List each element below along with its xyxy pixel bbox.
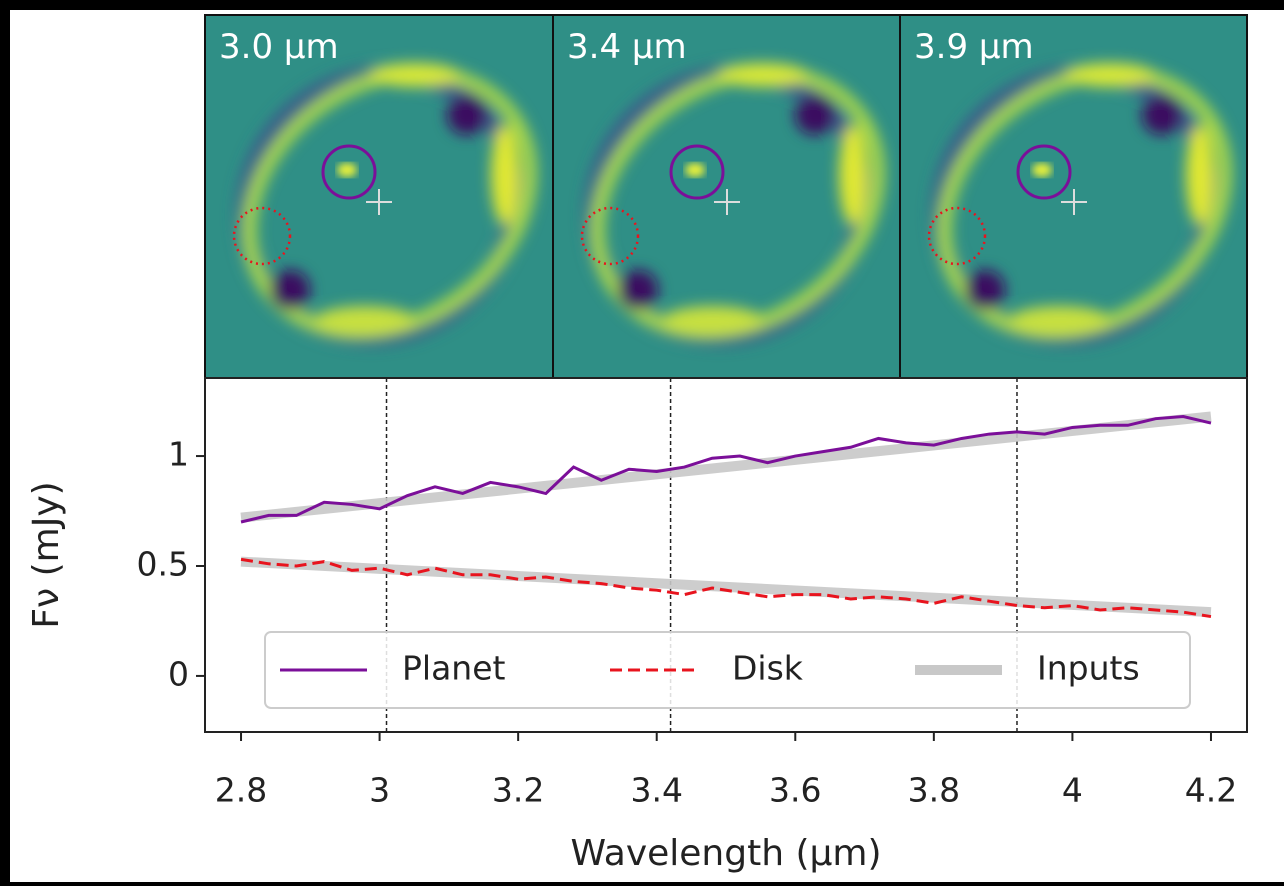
panel-label: 3.9 μm <box>914 27 1034 67</box>
x-tick-label: 3.2 <box>492 771 544 810</box>
panel-label: 3.0 μm <box>219 27 339 67</box>
series-line <box>240 414 1212 524</box>
point-source <box>685 163 705 177</box>
dark-spot <box>618 270 658 310</box>
disk-marker <box>927 206 987 266</box>
dark-spot <box>270 270 310 310</box>
ring-bright <box>1065 63 1155 87</box>
y-tick-label: 1 <box>168 435 189 474</box>
legend-label: Disk <box>732 649 804 688</box>
point-source <box>1032 163 1052 177</box>
ring <box>242 65 537 339</box>
dark-spot <box>447 95 487 135</box>
image-panel: 3.9 μm <box>900 15 1247 378</box>
ring <box>590 65 885 339</box>
panel-image <box>235 63 537 346</box>
x-tick-label: 3.8 <box>908 771 960 810</box>
panel-image <box>930 63 1232 346</box>
planet-marker <box>321 144 377 200</box>
x-tick-label: 3.4 <box>630 771 682 810</box>
point-source <box>337 163 357 177</box>
ring <box>937 65 1232 339</box>
x-tick-label: 3 <box>369 771 390 810</box>
disk-marker <box>580 206 640 266</box>
x-tick-label: 2.8 <box>215 771 267 810</box>
planet-marker <box>1016 144 1072 200</box>
x-axis-label: Wavelength (μm) <box>570 833 881 874</box>
input-line <box>240 556 1212 618</box>
image-panels: 3.0 μm 3.4 μm 3.9 μm <box>204 14 1248 379</box>
plot-lines <box>240 378 1212 732</box>
star-cross <box>1061 189 1087 215</box>
plot: 2.8 3 3.2 3.4 3.6 3.8 4 4.2 0 0.5 1 Planet Disk Input… <box>137 378 1237 810</box>
image-panel: 3.0 μm <box>205 15 553 378</box>
dark-spot <box>1142 95 1182 135</box>
legend-label: Planet <box>402 649 506 688</box>
ring-bright <box>1186 125 1214 225</box>
ring-bright <box>491 125 519 225</box>
y-axis-label: Fν (mJy) <box>26 481 67 628</box>
y-tick-label: 0 <box>168 654 189 693</box>
legend-box <box>264 631 1191 709</box>
panel-image <box>583 63 885 346</box>
ring-bright <box>370 63 460 87</box>
ring-bright <box>315 306 415 334</box>
dark-spot <box>795 95 835 135</box>
series-line <box>240 557 1212 619</box>
x-tick-label: 3.6 <box>769 771 821 810</box>
star-cross <box>714 189 740 215</box>
x-tick-label: 4 <box>1062 771 1083 810</box>
ring-bright <box>1010 306 1110 334</box>
planet-marker <box>669 144 725 200</box>
legend: Planet Disk Inputs <box>264 631 1191 709</box>
y-tick-label: 0.5 <box>137 544 189 583</box>
panel-label: 3.4 μm <box>567 27 687 67</box>
star-cross <box>366 189 392 215</box>
dark-spot <box>965 270 1005 310</box>
x-tick-label: 4.2 <box>1185 771 1237 810</box>
image-panel: 3.4 μm <box>553 15 900 378</box>
ring-bright <box>718 63 808 87</box>
ring-bright <box>663 306 763 334</box>
disk-marker <box>232 206 292 266</box>
legend-label: Inputs <box>1037 649 1140 688</box>
ring-bright <box>839 125 867 225</box>
